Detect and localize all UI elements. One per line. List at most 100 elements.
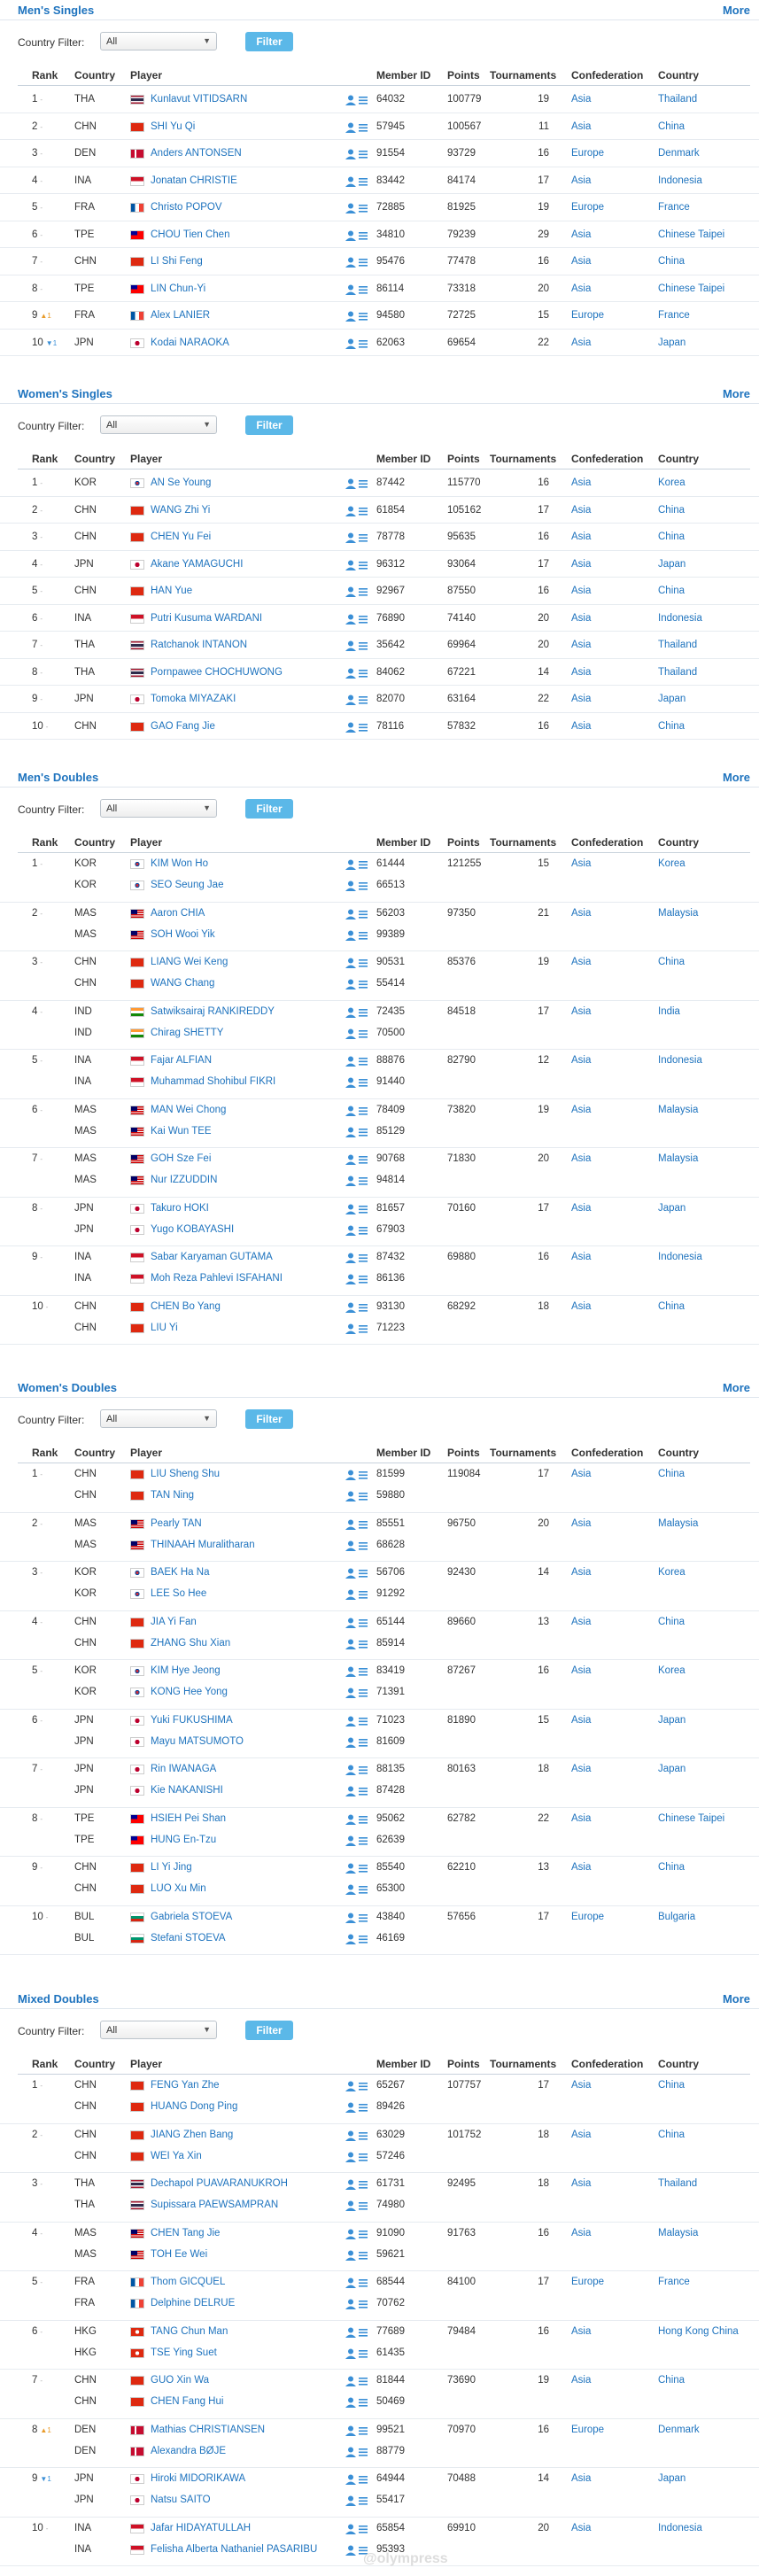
confederation-link[interactable]: Asia [571,1665,592,1676]
player-profile-icon[interactable] [345,586,368,597]
country-name-link[interactable]: Japan [658,2473,686,2484]
more-link[interactable]: More [722,4,750,17]
country-name-link[interactable]: Malaysia [658,1104,699,1115]
player-profile-icon[interactable] [345,1007,368,1018]
country-name-link[interactable]: Thailand [658,2178,698,2189]
player-profile-icon[interactable] [345,930,368,941]
player-name-link[interactable]: Mathias CHRISTIANSEN [151,2424,266,2435]
player-profile-icon[interactable] [345,1274,368,1284]
player-name-link[interactable]: Yugo KOBAYASHI [151,1223,235,1235]
country-name-link[interactable]: Chinese Taipei [658,229,725,240]
player-name-link[interactable]: Ratchanok INTANON [151,640,248,650]
confederation-link[interactable]: Asia [571,175,592,186]
player-name-link[interactable]: Aaron CHIA [151,907,205,919]
player-profile-icon[interactable] [345,1519,368,1530]
player-profile-icon[interactable] [345,909,368,919]
player-profile-icon[interactable] [345,1204,368,1214]
player-name-link[interactable]: LEE So Hee [151,1588,207,1599]
country-name-link[interactable]: Thailand [658,94,698,105]
confederation-link[interactable]: Asia [571,1252,592,1262]
player-name-link[interactable]: SHI Yu Qi [151,120,196,132]
player-name-link[interactable]: CHEN Fang Hui [151,2396,224,2407]
player-name-link[interactable]: Jonatan CHRISTIE [151,175,237,186]
country-name-link[interactable]: Korea [658,858,685,869]
confederation-link[interactable]: Asia [571,2080,592,2091]
country-filter-select[interactable]: All ▼ [100,415,217,434]
player-name-link[interactable]: Tomoka MIYAZAKI [151,694,236,704]
player-name-link[interactable]: MAN Wei Chong [151,1104,227,1115]
player-name-link[interactable]: Anders ANTONSEN [151,148,242,159]
player-name-link[interactable]: HUNG En-Tzu [151,1834,217,1845]
player-profile-icon[interactable] [345,532,368,543]
player-name-link[interactable]: Satwiksairaj RANKIREDDY [151,1005,275,1017]
confederation-link[interactable]: Asia [571,1469,592,1479]
player-profile-icon[interactable] [345,1639,368,1649]
confederation-link[interactable]: Asia [571,283,592,294]
confederation-link[interactable]: Asia [571,957,592,967]
player-name-link[interactable]: Chirag SHETTY [151,1027,224,1038]
player-profile-icon[interactable] [345,338,368,349]
player-profile-icon[interactable] [345,1470,368,1480]
player-profile-icon[interactable] [345,95,368,105]
player-name-link[interactable]: Nur IZZUDDIN [151,1175,218,1185]
confederation-link[interactable]: Asia [571,1055,592,1066]
confederation-link[interactable]: Asia [571,640,592,650]
player-profile-icon[interactable] [345,311,368,322]
player-name-link[interactable]: Dechapol PUAVARANUKROH [151,2178,288,2189]
player-profile-icon[interactable] [345,1666,368,1677]
country-name-link[interactable]: Indonesia [658,1252,702,1262]
more-link[interactable]: More [722,1381,750,1394]
player-name-link[interactable]: Mayu MATSUMOTO [151,1735,244,1747]
player-name-link[interactable]: Yuki FUKUSHIMA [151,1714,233,1726]
confederation-link[interactable]: Asia [571,2227,592,2238]
country-name-link[interactable]: Korea [658,1567,685,1578]
country-name-link[interactable]: China [658,120,685,132]
player-name-link[interactable]: HAN Yue [151,586,193,596]
player-name-link[interactable]: SEO Seung Jae [151,880,224,890]
player-name-link[interactable]: LIU Yi [151,1322,178,1333]
more-link[interactable]: More [722,387,750,400]
player-name-link[interactable]: KONG Hee Yong [151,1687,228,1697]
confederation-link[interactable]: Asia [571,477,592,488]
player-name-link[interactable]: TAN Ning [151,1490,194,1501]
player-profile-icon[interactable] [345,2397,368,2408]
filter-button[interactable]: Filter [245,799,293,819]
more-link[interactable]: More [722,771,750,784]
player-name-link[interactable]: LIN Chun-Yi [151,283,206,294]
player-profile-icon[interactable] [345,2250,368,2261]
confederation-link[interactable]: Asia [571,1862,592,1873]
player-profile-icon[interactable] [345,668,368,679]
country-name-link[interactable]: Malaysia [658,907,699,919]
country-name-link[interactable]: China [658,1862,685,1873]
player-profile-icon[interactable] [345,2524,368,2534]
country-name-link[interactable]: China [658,504,685,516]
confederation-link[interactable]: Europe [571,2424,605,2435]
player-name-link[interactable]: Alex LANIER [151,310,211,321]
confederation-link[interactable]: Europe [571,2277,605,2287]
player-name-link[interactable]: TANG Chun Man [151,2325,228,2337]
player-profile-icon[interactable] [345,1106,368,1116]
player-name-link[interactable]: WANG Chang [151,978,215,989]
confederation-link[interactable]: Asia [571,2129,592,2140]
player-name-link[interactable]: AN Se Young [151,477,212,488]
player-name-link[interactable]: Pornpawee CHOCHUWONG [151,666,283,678]
player-name-link[interactable]: Sabar Karyaman GUTAMA [151,1252,273,1262]
player-name-link[interactable]: Rin IWANAGA [151,1764,217,1774]
player-name-link[interactable]: LI Yi Jing [151,1862,192,1873]
confederation-link[interactable]: Europe [571,1911,605,1922]
confederation-link[interactable]: Asia [571,612,592,624]
player-profile-icon[interactable] [345,1154,368,1165]
player-name-link[interactable]: Natsu SAITO [151,2495,211,2505]
player-profile-icon[interactable] [345,1175,368,1186]
country-name-link[interactable]: France [658,2277,690,2287]
player-name-link[interactable]: GAO Fang Jie [151,720,215,732]
country-name-link[interactable]: Chinese Taipei [658,283,725,294]
country-name-link[interactable]: China [658,1300,685,1312]
player-name-link[interactable]: FENG Yan Zhe [151,2080,220,2091]
player-profile-icon[interactable] [345,958,368,968]
country-name-link[interactable]: Japan [658,694,686,704]
confederation-link[interactable]: Europe [571,202,605,213]
player-name-link[interactable]: LUO Xu Min [151,1883,206,1894]
player-profile-icon[interactable] [345,1568,368,1579]
player-name-link[interactable]: TOH Ee Wei [151,2248,208,2260]
